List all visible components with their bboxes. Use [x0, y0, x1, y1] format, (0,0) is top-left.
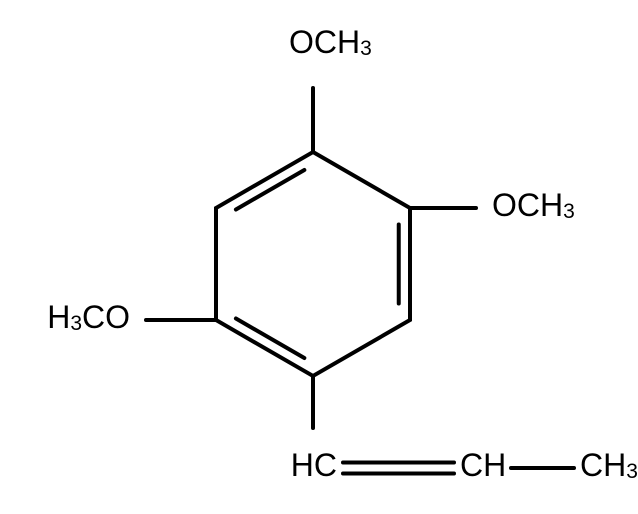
benzene-ring [216, 152, 410, 376]
methoxy-right-label: OCH3 [492, 187, 575, 223]
propenyl-atom: HC [291, 447, 337, 483]
propenyl-atom: CH3 [580, 447, 638, 483]
molecule-diagram: OCH3 OCH3 H3CO HC CH CH3 [0, 0, 638, 514]
methoxy-top-label: OCH3 [289, 24, 372, 60]
methoxy-left-label: H3CO [47, 299, 130, 335]
propenyl-atom: CH [460, 447, 506, 483]
